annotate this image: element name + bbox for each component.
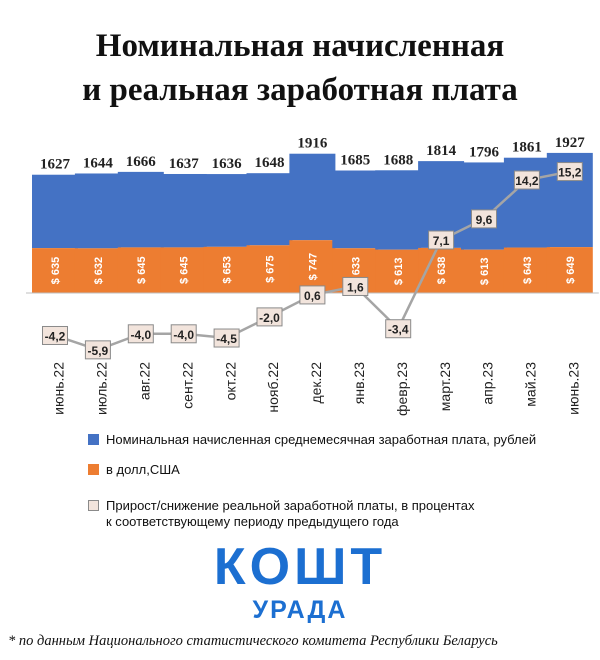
footnote: * по данным Национального статистическог…: [8, 633, 498, 649]
x-tick-label: янв.23: [351, 362, 367, 404]
data-label-box-real: [213, 328, 240, 348]
data-label-box-real: [428, 230, 455, 250]
data-label-box-real: [385, 319, 412, 339]
bar-nominal: [375, 170, 422, 250]
data-label-box-real: [84, 340, 111, 360]
data-label-usd: $ 675: [265, 255, 277, 283]
data-label-nominal: 1861: [512, 140, 542, 156]
x-tick-label: июль.22: [94, 362, 110, 415]
data-label-nominal: 1814: [426, 143, 457, 159]
x-tick-label: авг.22: [137, 362, 153, 400]
data-label-nominal: 1688: [383, 152, 413, 168]
bar-usd: [160, 247, 207, 293]
data-label-box-real: [127, 324, 154, 344]
x-tick-label: март.23: [437, 362, 453, 411]
chart-title-line-2: и реальная заработная плата: [82, 72, 518, 108]
data-label-nominal: 1648: [255, 155, 285, 171]
legend-swatch-nominal: [88, 434, 99, 445]
bar-nominal: [246, 173, 293, 246]
legend-label-real-line1: Прирост/снижение реальной заработной пла…: [106, 498, 475, 513]
logo-koshta: КОШТ: [213, 538, 387, 596]
data-label-real: -4,5: [216, 332, 237, 346]
data-label-box-real: [513, 170, 540, 190]
data-label-nominal: 1627: [40, 157, 71, 173]
data-label-usd: $ 645: [179, 256, 191, 284]
x-tick-label: окт.22: [222, 362, 238, 401]
data-label-real: 9,6: [476, 213, 493, 227]
bar-usd: [203, 246, 250, 293]
bar-usd: [74, 248, 121, 293]
data-label-box-real: [170, 324, 197, 344]
x-tick-label: май.23: [523, 362, 539, 407]
data-label-real: 14,2: [515, 174, 539, 188]
data-label-real: 7,1: [433, 234, 450, 248]
data-label-nominal: 1927: [555, 135, 586, 151]
data-label-usd: $ 635: [50, 257, 62, 285]
data-label-usd: $ 747: [307, 253, 319, 281]
bar-nominal: [74, 173, 121, 249]
x-tick-label: июнь.22: [51, 362, 67, 415]
x-tick-label: сент.22: [179, 362, 195, 409]
chart-svg: 1627 $ 635 1644 $ 632 1666 $ 645 1637 $ 645 1636…: [26, 135, 599, 416]
bar-nominal: [461, 162, 507, 250]
data-label-usd: $ 649: [565, 256, 577, 284]
x-tick-label: февр.23: [394, 362, 410, 416]
bar-usd: [461, 249, 507, 293]
x-tick-label: нояб.22: [265, 362, 281, 413]
logo-urada: УРАДА: [252, 596, 348, 624]
data-label-nominal: 1644: [83, 155, 114, 171]
x-tick-label: дек.22: [308, 362, 324, 404]
data-label-real: -4,2: [45, 329, 66, 343]
x-tick-label: апр.23: [480, 362, 496, 405]
bar-nominal: [32, 174, 78, 249]
bar-usd: [375, 249, 422, 293]
legend-swatch-real: [88, 500, 99, 511]
data-label-box-real: [256, 307, 283, 327]
chart-title-line-1: Номинальная начисленная: [95, 28, 505, 64]
data-label-nominal: 1916: [297, 136, 328, 152]
data-label-nominal: 1637: [169, 156, 200, 172]
data-label-real: 1,6: [347, 280, 364, 294]
bar-usd: [32, 248, 78, 293]
legend-swatch-usd: [88, 464, 99, 475]
data-label-nominal: 1636: [212, 156, 243, 172]
data-label-usd: $ 645: [136, 256, 148, 284]
data-label-usd: $ 653: [222, 256, 234, 284]
data-label-real: 15,2: [558, 166, 582, 180]
data-label-real: 0,6: [304, 289, 321, 303]
data-label-real: -3,4: [388, 323, 409, 337]
data-label-nominal: 1796: [469, 144, 500, 160]
data-label-box-real: [471, 209, 497, 229]
data-label-box-real: [299, 285, 326, 305]
bar-usd: [289, 240, 336, 293]
bar-usd: [246, 245, 293, 293]
x-tick-label: июнь.23: [566, 362, 582, 415]
data-label-real: -4,0: [173, 328, 194, 342]
data-label-usd: $ 613: [393, 258, 405, 286]
data-label-nominal: 1666: [126, 154, 157, 170]
bar-usd: [503, 247, 550, 293]
data-label-real: -5,9: [88, 344, 109, 358]
legend-label-nominal: Номинальная начисленная среднемесячная з…: [106, 432, 537, 447]
data-label-box-real: [42, 325, 68, 345]
data-label-usd: $ 613: [479, 258, 491, 286]
legend-label-real-line2: к соответствующему периоду предыдущего г…: [106, 514, 399, 529]
bar-nominal: [203, 174, 250, 247]
bar-nominal: [117, 171, 164, 248]
data-label-box-real: [556, 162, 583, 182]
legend-label-usd: в долл,США: [106, 462, 180, 477]
data-label-usd: $ 632: [93, 257, 105, 285]
data-label-box-real: [342, 276, 369, 296]
data-label-usd: $ 638: [436, 257, 448, 285]
data-label-real: -2,0: [259, 311, 280, 325]
bar-usd: [117, 247, 164, 293]
bar-nominal: [160, 173, 207, 248]
bar-usd: [546, 247, 593, 293]
data-label-usd: $ 643: [522, 257, 534, 285]
bar-nominal: [289, 153, 336, 241]
data-label-nominal: 1685: [340, 153, 370, 169]
bar-nominal: [332, 170, 379, 249]
data-label-real: -4,0: [130, 328, 151, 342]
